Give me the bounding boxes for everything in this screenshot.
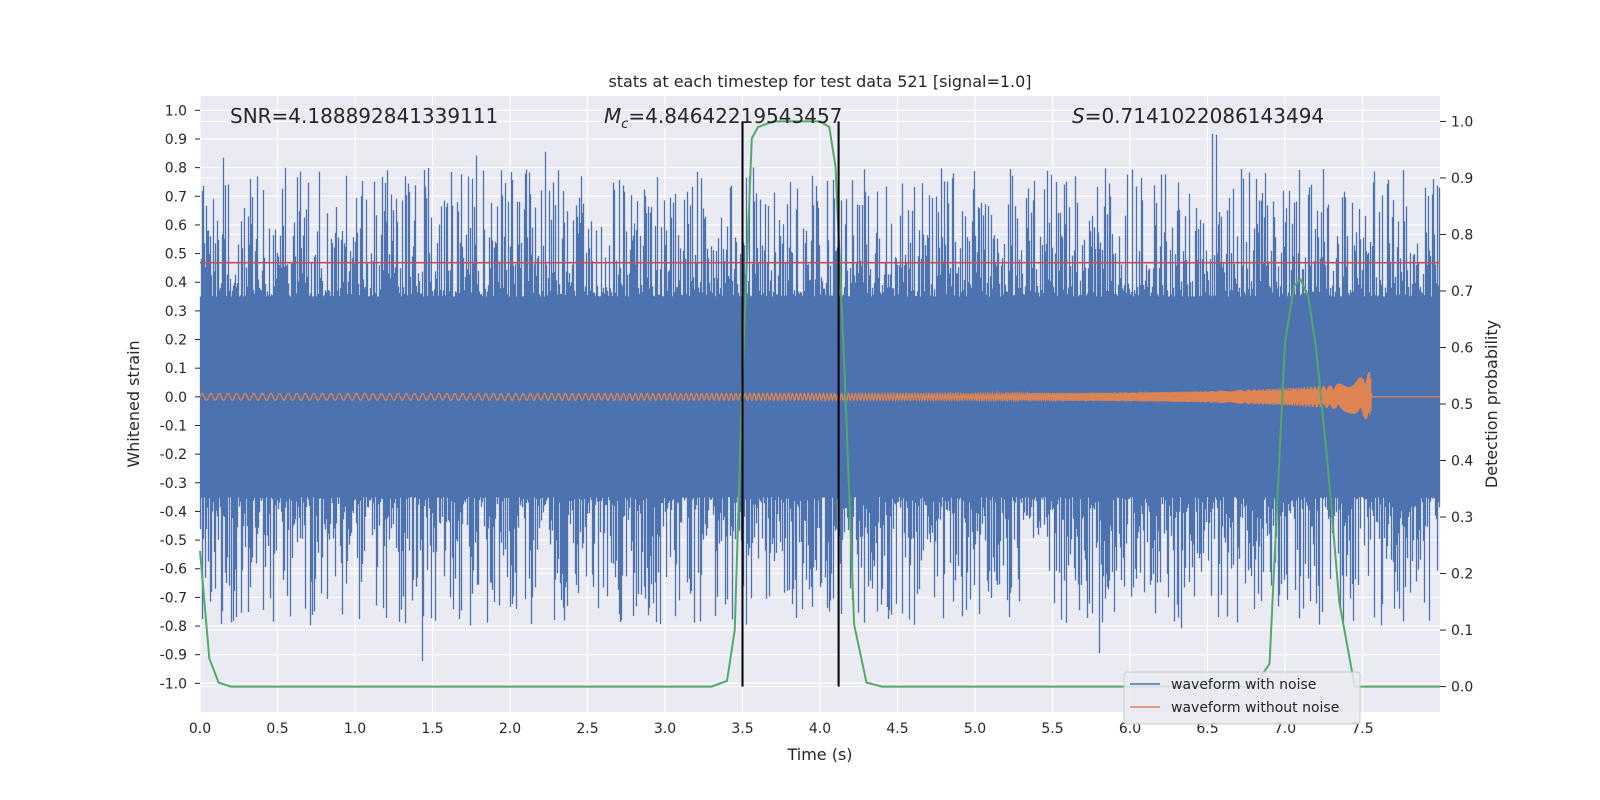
y-tick-label: -0.9 <box>160 648 187 664</box>
x-tick-label: 7.5 <box>1351 721 1373 737</box>
snr-annotation: SNR=4.188892841339111 <box>230 104 498 128</box>
y2-tick-label: 0.3 <box>1451 510 1473 526</box>
y-tick-label: 0.0 <box>165 390 187 406</box>
x-tick-label: 2.0 <box>499 721 521 737</box>
y-tick-label: 0.9 <box>165 132 187 148</box>
y-tick-label: -0.1 <box>160 418 187 434</box>
y2-tick-label: 0.2 <box>1451 567 1473 583</box>
y-tick-label: -0.6 <box>160 562 187 578</box>
s-annotation: S=0.7141022086143494 <box>1072 104 1324 128</box>
x-tick-label: 0.5 <box>266 721 288 737</box>
y-tick-label: 0.5 <box>165 247 187 263</box>
y-tick-label: 0.1 <box>165 361 187 377</box>
y2-tick-label: 0.6 <box>1451 340 1473 356</box>
y-tick-label: -0.7 <box>160 590 187 606</box>
legend-label-noise: waveform with noise <box>1171 677 1316 693</box>
legend-label-clean: waveform without noise <box>1171 700 1339 716</box>
x-tick-label: 4.5 <box>886 721 908 737</box>
chirp-mass-subscript: c <box>621 117 628 132</box>
x-axis-ticks: 0.0 0.5 1.0 1.5 2.0 2.5 3.0 3.5 4.0 4.5 5.0 5.5 6.0 6… <box>189 721 1374 737</box>
x-tick-label: 1.5 <box>421 721 443 737</box>
y-tick-label: 0.8 <box>165 161 187 177</box>
series-waveform-without-noise <box>199 371 1440 420</box>
chart-title: stats at each timestep for test data 521… <box>608 72 1031 91</box>
x-tick-label: 3.0 <box>654 721 676 737</box>
y2-tick-label: 0.0 <box>1451 680 1473 696</box>
x-tick-label: 6.0 <box>1119 721 1141 737</box>
y2-tick-label: 0.1 <box>1451 623 1473 639</box>
y-tick-label: -1.0 <box>160 676 187 692</box>
vertical-markers <box>741 121 840 687</box>
x-tick-label: 7.0 <box>1274 721 1296 737</box>
series-waveform-with-noise <box>199 133 1441 661</box>
legend-box <box>1123 671 1361 725</box>
x-tick-label: 0.0 <box>189 721 211 737</box>
y-tick-label: -0.8 <box>160 619 187 635</box>
y-tick-label: 1.0 <box>165 103 187 119</box>
s-value: =0.7141022086143494 <box>1085 104 1324 128</box>
y-tick-label: 0.3 <box>165 304 187 320</box>
x-tick-label: 5.5 <box>1041 721 1063 737</box>
chirp-mass-symbol: M <box>604 104 621 128</box>
x-tick-label: 2.5 <box>576 721 598 737</box>
y2-tick-label: 1.0 <box>1451 114 1473 130</box>
clean-waveform-line <box>199 371 1440 420</box>
y-tick-label: 0.6 <box>165 218 187 234</box>
x-tick-label: 4.0 <box>809 721 831 737</box>
y2-axis-ticks: 1.0 0.9 0.8 0.7 0.6 0.5 0.4 0.3 0.2 0.1 0.0 <box>1440 114 1473 696</box>
chirp-mass-annotation: Mc=4.84642219543457 <box>604 104 842 132</box>
x-tick-label: 3.5 <box>731 721 753 737</box>
s-symbol: S <box>1072 104 1085 128</box>
y2-tick-label: 0.8 <box>1451 227 1473 243</box>
y2-axis-label: Detection probability <box>1482 320 1501 488</box>
y2-tick-label: 0.9 <box>1451 171 1473 187</box>
y-tick-label: -0.2 <box>160 447 187 463</box>
x-tick-label: 5.0 <box>964 721 986 737</box>
y-tick-label: -0.4 <box>160 504 187 520</box>
y-axis-label: Whitened strain <box>124 340 143 467</box>
x-tick-label: 6.5 <box>1196 721 1218 737</box>
x-axis-label: Time (s) <box>786 745 852 764</box>
y2-tick-label: 0.7 <box>1451 284 1473 300</box>
y-tick-label: 0.2 <box>165 333 187 349</box>
y-tick-label: -0.3 <box>160 476 187 492</box>
x-tick-label: 1.0 <box>344 721 366 737</box>
legend: waveform with noise waveform without noi… <box>1123 671 1361 725</box>
y-tick-label: 0.7 <box>165 189 187 205</box>
y-tick-label: 0.4 <box>165 275 187 291</box>
chirp-mass-value: =4.84642219543457 <box>628 104 842 128</box>
y-axis-ticks: 1.0 0.9 0.8 0.7 0.6 0.5 0.4 0.3 0.2 0.1 0.0 -0.1 -0.… <box>160 103 200 692</box>
y2-tick-label: 0.4 <box>1451 454 1473 470</box>
y2-tick-label: 0.5 <box>1451 397 1473 413</box>
y-tick-label: -0.5 <box>160 533 187 549</box>
